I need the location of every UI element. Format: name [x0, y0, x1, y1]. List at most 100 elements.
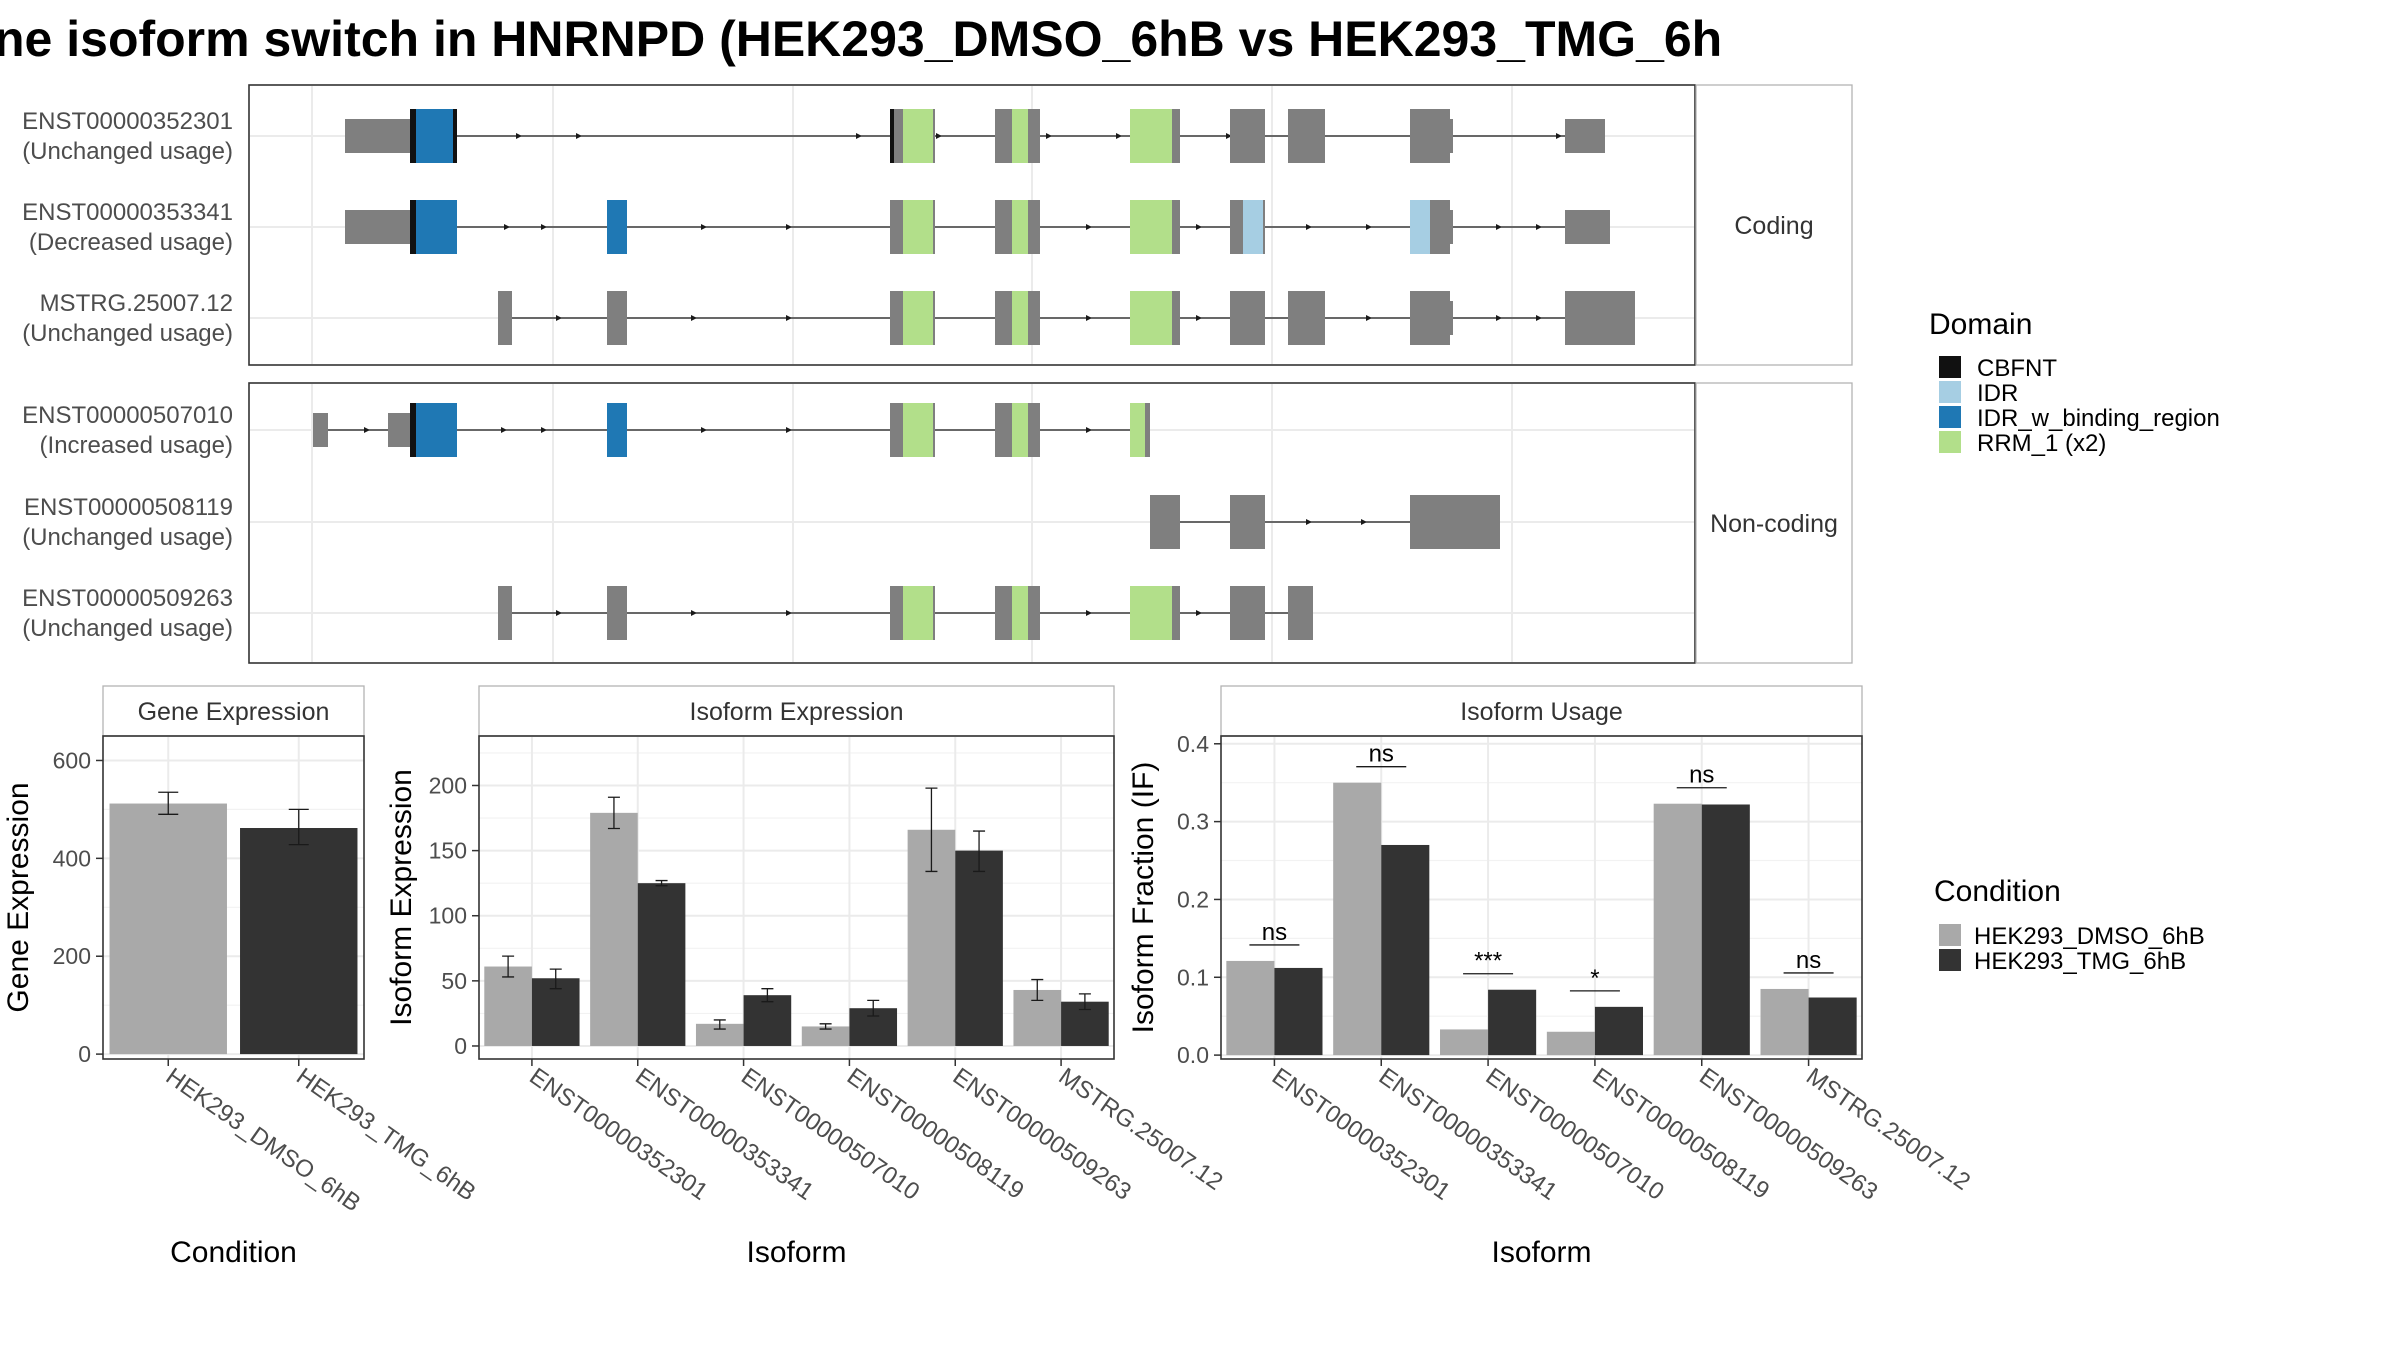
- condition-legend-key: [1939, 924, 1961, 946]
- error-bar: [158, 791, 179, 815]
- strand-arrow: [701, 427, 707, 433]
- bar: [801, 1026, 850, 1046]
- x-tick-label: ENST00000507010: [736, 1063, 924, 1206]
- coding-exon: [1230, 291, 1265, 345]
- bar: [1546, 1031, 1595, 1056]
- panel-strip: [478, 685, 1115, 737]
- domain-legend-label: IDR_w_binding_region: [1977, 405, 2220, 432]
- isoform-usage-label: (Unchanged usage): [22, 615, 233, 642]
- strand-arrow: [1086, 427, 1092, 433]
- strand-arrow: [501, 427, 507, 433]
- domain-segment: [1130, 291, 1172, 345]
- error-bar: [549, 968, 562, 990]
- x-tick-label: ENST00000352301: [524, 1063, 712, 1206]
- strand-arrow: [556, 610, 562, 616]
- error-bar: [713, 1019, 726, 1030]
- y-tick-label: 0.1: [1177, 964, 1209, 990]
- error-bar: [1078, 993, 1091, 1011]
- y-tick-label: 200: [53, 943, 91, 969]
- strand-arrow: [576, 133, 582, 139]
- isoform-id-label: ENST00000509263: [22, 585, 233, 612]
- panel-strip-title: Gene Expression: [138, 698, 330, 726]
- panel-frame: [478, 735, 1115, 1060]
- strand-arrow: [1306, 224, 1312, 230]
- coding-exon: [607, 291, 627, 345]
- utr-exon: [345, 119, 410, 153]
- strand-arrow: [936, 133, 942, 139]
- bar: [637, 883, 686, 1046]
- significance-label: ns: [1262, 919, 1287, 946]
- strand-arrow: [786, 224, 792, 230]
- domain-segment: [416, 109, 453, 163]
- error-bar: [1031, 978, 1044, 1002]
- bar: [695, 1023, 744, 1046]
- domain-segment: [416, 200, 457, 254]
- y-tick-label: 0: [78, 1041, 91, 1067]
- isoform-id-label: ENST00000508119: [24, 494, 233, 521]
- strand-arrow: [504, 224, 510, 230]
- isoform-expression-panel: Isoform Expression 0 50 100 150 200 ENST000003…: [385, 685, 1228, 1269]
- y-tick-label: 400: [53, 845, 91, 871]
- significance-label: ***: [1474, 948, 1502, 975]
- strand-arrow: [556, 315, 562, 321]
- strand-arrow: [1366, 224, 1372, 230]
- strand-arrow: [1556, 133, 1562, 139]
- strand-arrow: [1496, 315, 1502, 321]
- isoform-usage-label: (Unchanged usage): [22, 524, 233, 551]
- x-axis-title: Isoform: [746, 1236, 846, 1269]
- bar: [1226, 960, 1275, 1056]
- domain-legend-label: IDR: [1977, 380, 2018, 407]
- y-tick-label: 50: [441, 968, 467, 994]
- utr-exon: [313, 413, 328, 447]
- strip-label-box: [1695, 382, 1853, 664]
- domain-legend: Domain CBFNTIDRIDR_w_binding_regionRRM_1 …: [1929, 308, 2220, 457]
- bar: [1440, 1029, 1489, 1056]
- bar: [1701, 804, 1750, 1056]
- coding-exon: [1230, 586, 1265, 640]
- strand-arrow: [786, 610, 792, 616]
- bar: [109, 803, 227, 1055]
- error-bar: [288, 808, 309, 846]
- strand-arrow: [1196, 224, 1202, 230]
- domain-segment: [903, 291, 933, 345]
- domain-legend-key: [1939, 406, 1961, 428]
- domain-segment: [903, 200, 933, 254]
- x-tick-label: ENST00000507010: [1481, 1063, 1669, 1206]
- error-bar: [607, 796, 620, 830]
- y-axis-title: Isoform Fraction (IF): [1127, 762, 1160, 1034]
- panel-strip-title: Isoform Usage: [1460, 698, 1623, 726]
- bar: [1760, 988, 1809, 1056]
- domain-segment: [410, 109, 416, 163]
- y-axis-title: Gene Expression: [2, 782, 35, 1012]
- domain-segment: [453, 109, 457, 163]
- bar: [531, 978, 580, 1046]
- bar: [1274, 967, 1323, 1056]
- isoform-usage-label: (Increased usage): [40, 432, 233, 459]
- coding-exon: [1410, 291, 1450, 345]
- strip-label-box: [1695, 84, 1853, 366]
- domain-segment: [903, 403, 933, 457]
- strand-arrow: [1086, 610, 1092, 616]
- significance-label: ns: [1369, 741, 1394, 768]
- isoform-id-label: MSTRG.25007.12: [40, 290, 233, 317]
- condition-legend-title: Condition: [1934, 875, 2061, 908]
- error-bar: [819, 1023, 832, 1030]
- y-tick-label: 600: [53, 747, 91, 773]
- error-bar: [761, 988, 774, 1003]
- domain-segment: [890, 109, 894, 163]
- coding-exon: [1230, 495, 1265, 549]
- panel-strip: [102, 685, 365, 737]
- strand-arrow: [1496, 224, 1502, 230]
- domain-segment: [607, 403, 627, 457]
- panel-frame: [1220, 735, 1863, 1060]
- strand-arrow: [1116, 133, 1122, 139]
- y-axis-title: Isoform Expression: [385, 769, 418, 1026]
- condition-legend-key: [1939, 949, 1961, 971]
- panel-frame: [102, 735, 365, 1060]
- utr-exon: [1450, 119, 1453, 153]
- utr-exon: [345, 210, 410, 244]
- y-tick-label: 150: [429, 838, 467, 864]
- y-tick-label: 0.4: [1177, 731, 1209, 757]
- domain-segment: [410, 403, 416, 457]
- domain-legend-label: CBFNT: [1977, 355, 2057, 382]
